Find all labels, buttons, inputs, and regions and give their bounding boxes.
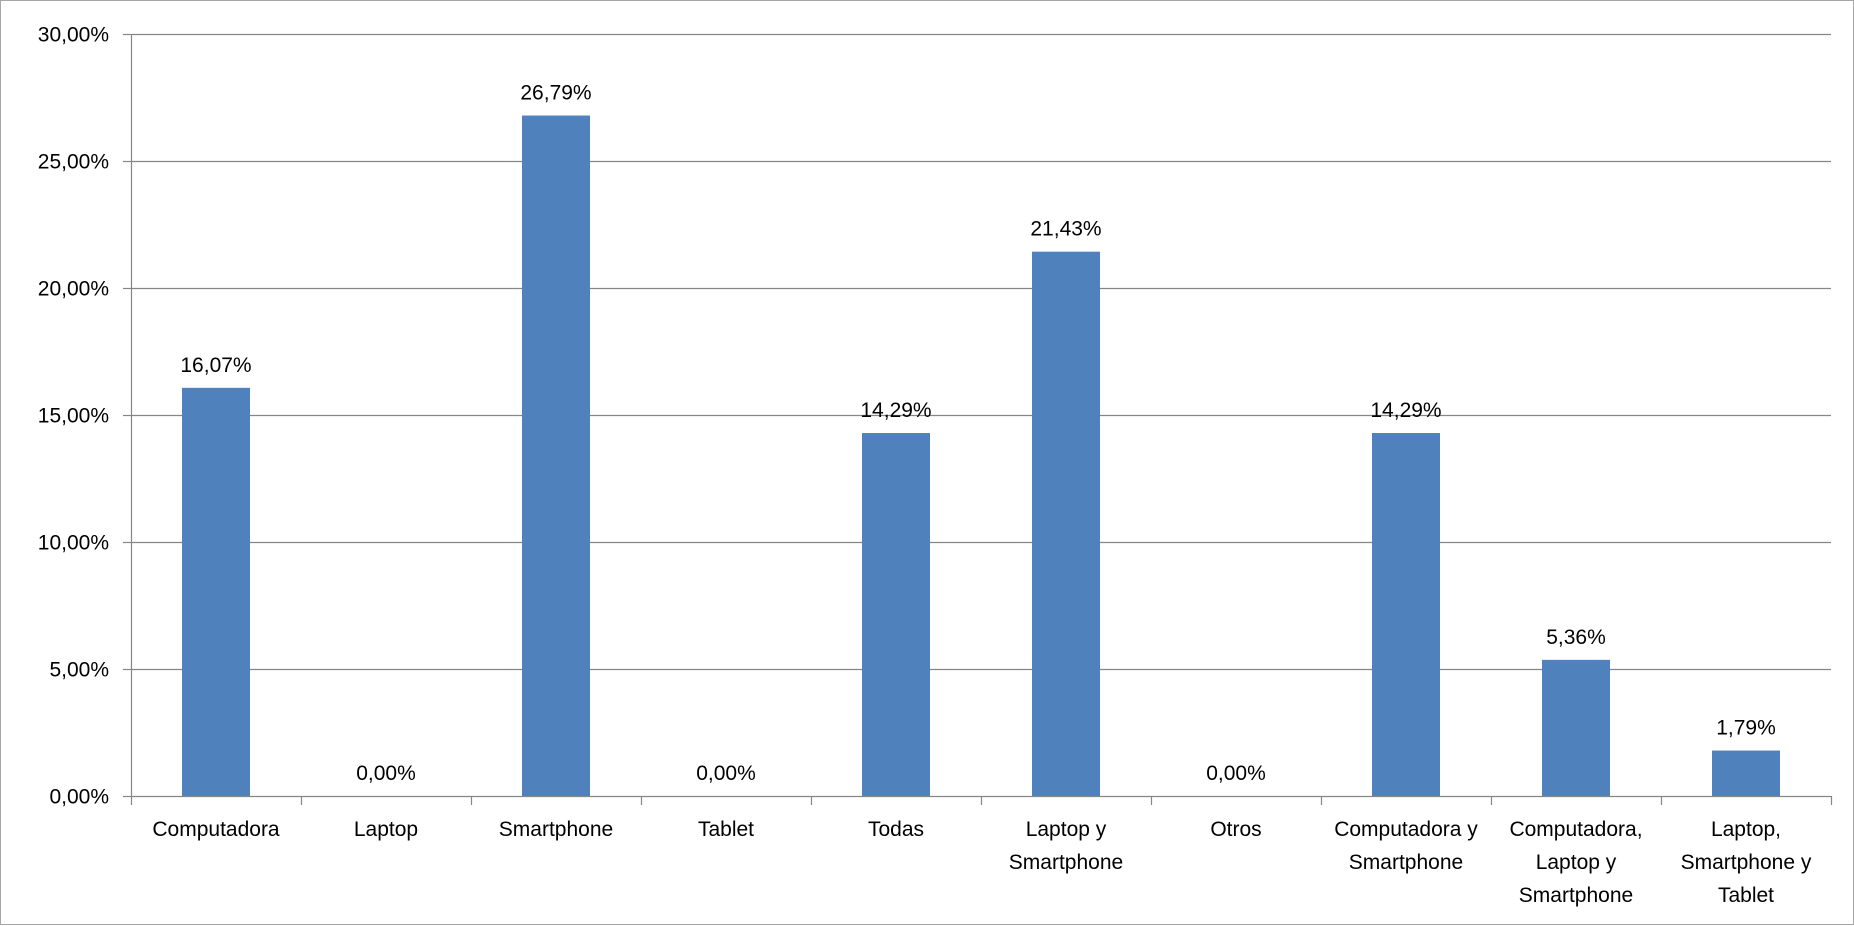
y-tick-label: 30,00%	[38, 24, 109, 47]
x-category-label: Laptop,	[1711, 818, 1781, 841]
x-category-label: Tablet	[1718, 884, 1774, 907]
bar	[1712, 750, 1780, 796]
y-tick-label: 5,00%	[49, 659, 109, 682]
data-label: 16,07%	[180, 354, 251, 377]
x-category-label: Smartphone	[1009, 851, 1123, 874]
data-label: 14,29%	[860, 399, 931, 422]
x-category-label: Smartphone	[1349, 851, 1463, 874]
data-label: 26,79%	[520, 82, 591, 105]
x-category-label: Smartphone y	[1681, 851, 1812, 874]
y-axis-tick-labels: 0,00% 5,00% 10,00% 15,00% 20,00% 25,00% 30,00%	[38, 24, 109, 809]
x-category-label: Laptop y	[1536, 851, 1617, 874]
y-tick-label: 15,00%	[38, 405, 109, 428]
y-tick-label: 20,00%	[38, 278, 109, 301]
x-category-label: Laptop	[354, 818, 418, 841]
y-tick-label: 10,00%	[38, 532, 109, 555]
bar	[522, 115, 590, 796]
bar	[1032, 251, 1100, 797]
x-category-label: Computadora y	[1334, 818, 1478, 841]
x-category-label: Smartphone	[1519, 884, 1633, 907]
x-category-label: Tablet	[698, 818, 754, 841]
bar	[862, 433, 930, 796]
axes	[123, 33, 1833, 805]
data-label: 1,79%	[1716, 717, 1776, 740]
x-category-label: Smartphone	[499, 818, 613, 841]
x-category-label: Laptop y	[1026, 818, 1107, 841]
data-label: 0,00%	[1206, 762, 1266, 785]
bar	[1542, 659, 1610, 796]
bars	[182, 115, 1780, 797]
x-category-label: Todas	[868, 818, 924, 841]
x-axis-category-labels: Computadora Laptop Smartphone Tablet Todas La…	[152, 818, 1811, 907]
data-labels: 16,07% 0,00% 26,79% 0,00% 14,29% 21,43% 0,00% 1…	[180, 82, 1775, 785]
data-label: 14,29%	[1370, 399, 1441, 422]
y-tick-label: 25,00%	[38, 151, 109, 174]
gridlines	[131, 33, 1831, 671]
data-label: 21,43%	[1030, 218, 1101, 241]
y-tick-label: 0,00%	[49, 786, 109, 809]
bar	[182, 387, 250, 796]
x-category-label: Computadora	[152, 818, 280, 841]
x-category-label: Otros	[1210, 818, 1261, 841]
x-category-label: Computadora,	[1509, 818, 1642, 841]
bar	[1372, 433, 1440, 796]
data-label: 5,36%	[1546, 626, 1606, 649]
data-label: 0,00%	[356, 762, 416, 785]
data-label: 0,00%	[696, 762, 756, 785]
